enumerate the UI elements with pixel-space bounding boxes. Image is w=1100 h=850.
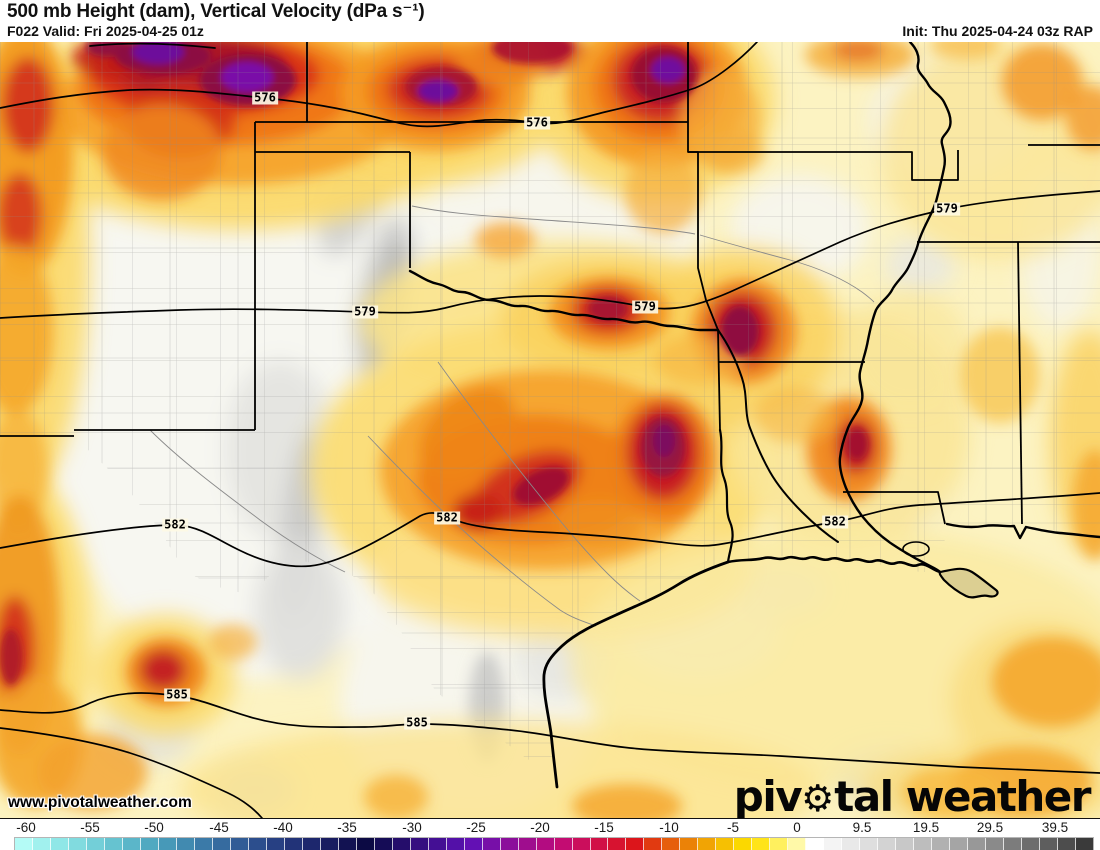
colorbar-tick: -10 <box>659 820 679 835</box>
gear-icon: ⚙ <box>801 777 835 821</box>
colorbar-cell <box>140 838 159 850</box>
colorbar-cell <box>662 838 681 850</box>
colorbar-scale <box>14 837 1094 850</box>
colorbar-tick: -50 <box>144 820 164 835</box>
colorbar-cell <box>518 838 537 850</box>
colorbar-cell <box>158 838 177 850</box>
colorbar-tick: 29.5 <box>976 820 1004 835</box>
colorbar: -60 -55 -50 -45 -40 -35 -30 -25 -20 -15 -10 -5 0 9.5 1… <box>0 818 1100 850</box>
colorbar-tick: -15 <box>594 820 614 835</box>
colorbar-cell <box>464 838 483 850</box>
colorbar-cell <box>482 838 501 850</box>
colorbar-cell <box>986 838 1005 850</box>
colorbar-cell <box>15 838 33 850</box>
colorbar-cell <box>338 838 357 850</box>
colorbar-cell <box>230 838 249 850</box>
colorbar-cell <box>608 838 627 850</box>
colorbar-cell <box>1022 838 1041 850</box>
colorbar-cell <box>500 838 519 850</box>
map-canvas <box>0 42 1100 818</box>
colorbar-cell <box>320 838 339 850</box>
weather-map: 576 576 579 579 579 582 582 582 585 585 <box>0 42 1100 818</box>
colorbar-cell <box>572 838 591 850</box>
pivotal-weather-logo: piv⚙tal weather <box>733 772 1092 821</box>
colorbar-tick: -30 <box>402 820 422 835</box>
colorbar-cell <box>698 838 717 850</box>
colorbar-cell <box>284 838 303 850</box>
colorbar-cell <box>734 838 753 850</box>
colorbar-tick: -60 <box>16 820 36 835</box>
colorbar-cell <box>428 838 447 850</box>
page-title: 500 mb Height (dam), Vertical Velocity (… <box>7 1 425 22</box>
colorbar-cell <box>266 838 285 850</box>
colorbar-cell <box>590 838 609 850</box>
colorbar-cell <box>122 838 141 850</box>
colorbar-tick: 9.5 <box>852 820 872 835</box>
colorbar-tick: 19.5 <box>912 820 940 835</box>
colorbar-cell <box>212 838 231 850</box>
colorbar-cell <box>68 838 87 850</box>
colorbar-cell <box>1058 838 1077 850</box>
rivers-minor <box>149 205 875 627</box>
colorbar-cell <box>896 838 915 850</box>
colorbar-cell <box>536 838 555 850</box>
colorbar-cell <box>716 838 735 850</box>
colorbar-cell <box>32 838 51 850</box>
colorbar-cell <box>824 838 843 850</box>
colorbar-cell <box>374 838 393 850</box>
colorbar-cell <box>626 838 645 850</box>
header: 500 mb Height (dam), Vertical Velocity (… <box>0 0 1100 42</box>
colorbar-cell <box>302 838 321 850</box>
logo-text-piv: piv <box>733 772 803 821</box>
colorbar-cell <box>410 838 429 850</box>
colorbar-cell <box>176 838 195 850</box>
colorbar-tick: -20 <box>530 820 550 835</box>
colorbar-cell <box>104 838 123 850</box>
colorbar-cell <box>878 838 897 850</box>
colorbar-cell <box>968 838 987 850</box>
colorbar-cell <box>644 838 663 850</box>
logo-text-tal-weather: tal weather <box>834 772 1091 821</box>
colorbar-cell <box>680 838 699 850</box>
colorbar-cell <box>356 838 375 850</box>
colorbar-tick: -5 <box>726 820 740 835</box>
colorbar-cell <box>1004 838 1023 850</box>
colorbar-cell <box>860 838 879 850</box>
colorbar-cell <box>950 838 969 850</box>
colorbar-tick: -40 <box>273 820 293 835</box>
colorbar-tick: 0 <box>793 820 801 835</box>
colorbar-cell <box>842 838 861 850</box>
colorbar-cell <box>554 838 573 850</box>
colorbar-tick: 39.5 <box>1041 820 1069 835</box>
colorbar-tick: -55 <box>80 820 100 835</box>
colorbar-cell <box>770 838 789 850</box>
colorbar-tick: -45 <box>209 820 229 835</box>
colorbar-cell <box>914 838 933 850</box>
colorbar-cell <box>1040 838 1059 850</box>
colorbar-cell <box>1076 838 1094 850</box>
colorbar-cell <box>194 838 213 850</box>
colorbar-cell <box>446 838 465 850</box>
colorbar-cell <box>248 838 267 850</box>
state-borders <box>0 42 1100 525</box>
forecast-valid-text: F022 Valid: Fri 2025-04-25 01z <box>7 23 204 39</box>
colorbar-tick: -25 <box>466 820 486 835</box>
model-init-text: Init: Thu 2025-04-24 03z RAP <box>902 23 1093 39</box>
colorbar-tick: -35 <box>337 820 357 835</box>
colorbar-cell <box>788 838 807 850</box>
colorbar-cell <box>932 838 951 850</box>
colorbar-cell <box>806 838 825 850</box>
colorbar-cell <box>752 838 771 850</box>
colorbar-cell <box>86 838 105 850</box>
colorbar-cell <box>392 838 411 850</box>
watermark-url: www.pivotalweather.com <box>8 794 192 811</box>
colorbar-cell <box>50 838 69 850</box>
